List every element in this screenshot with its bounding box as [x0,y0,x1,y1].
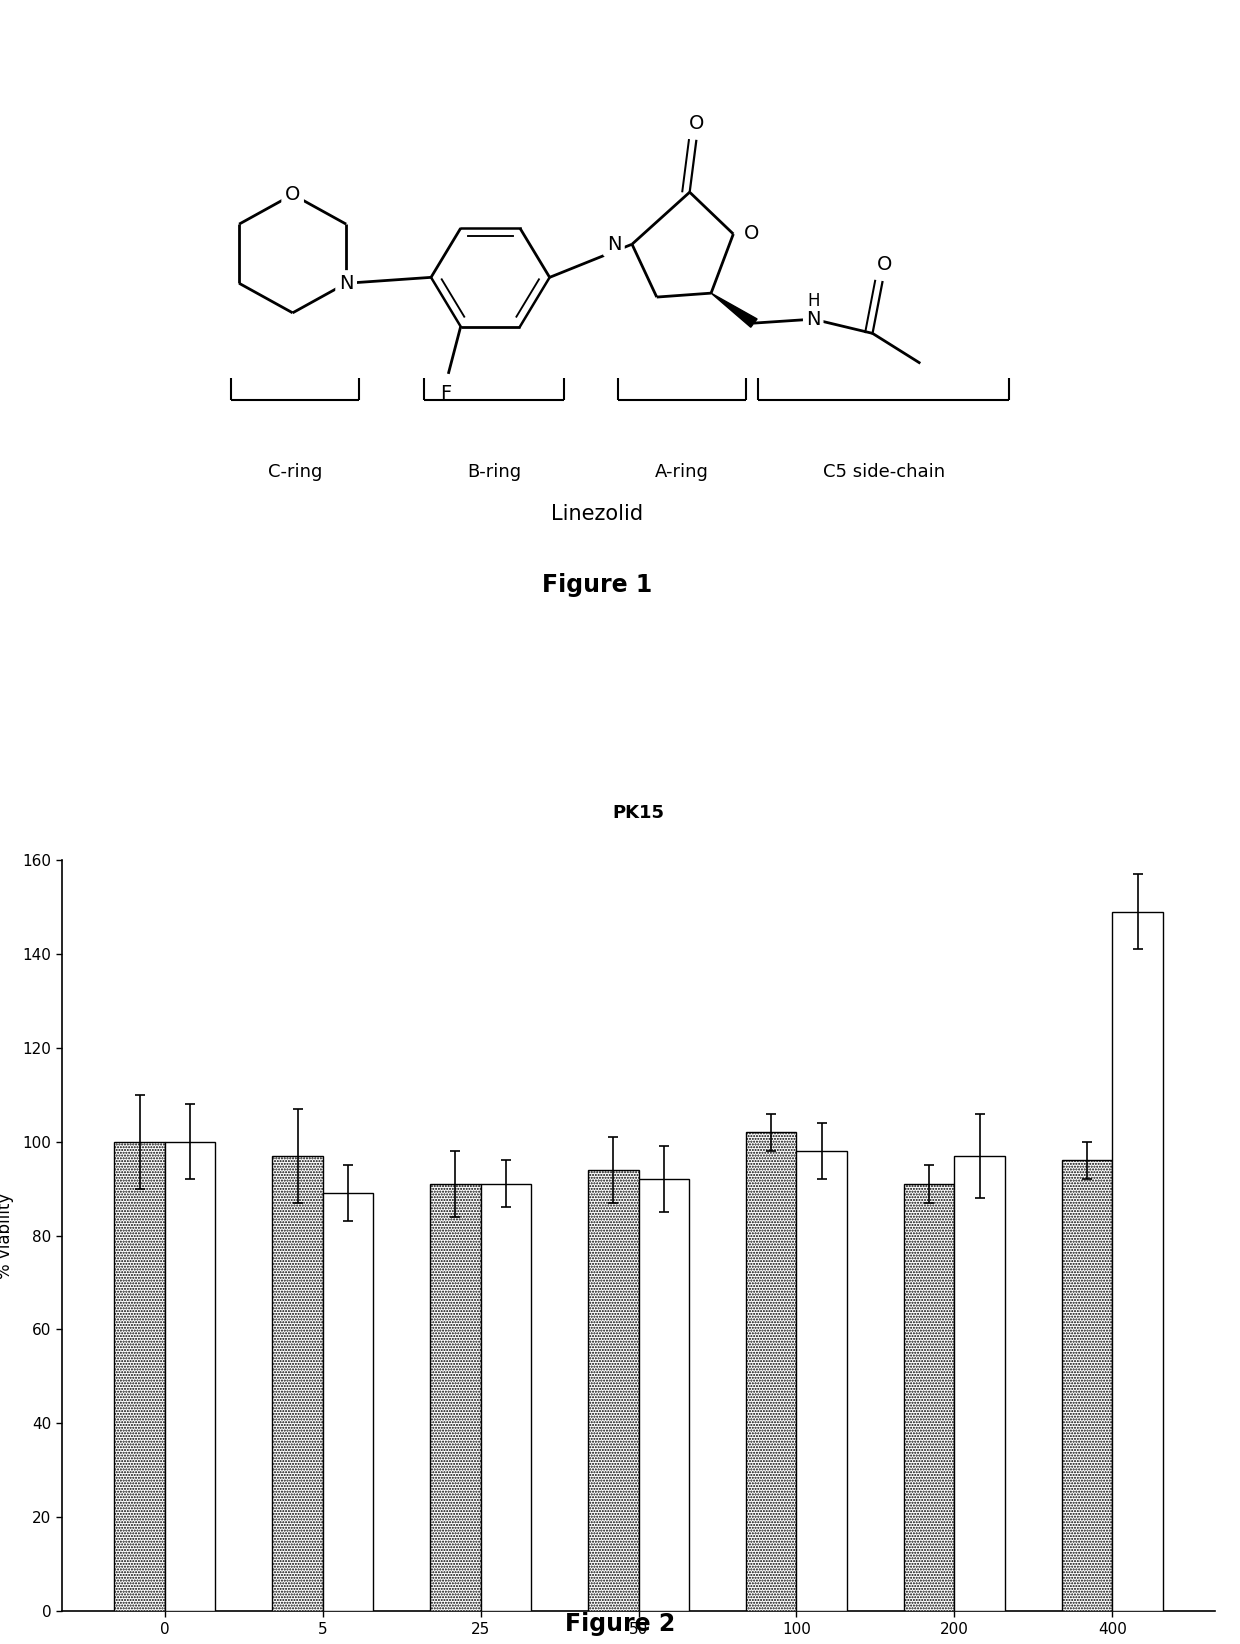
Bar [481,1184,531,1611]
Bar [1061,1161,1112,1611]
Text: H: H [807,293,821,311]
Text: Figure 1: Figure 1 [542,574,652,597]
Bar [430,1184,481,1611]
Title: PK15: PK15 [613,804,665,822]
Text: N: N [339,275,353,293]
Text: O: O [688,113,704,133]
Text: O: O [744,225,759,243]
Text: C-ring: C-ring [268,462,322,480]
Bar [796,1151,847,1611]
Text: N: N [806,309,821,329]
Bar [273,1156,322,1611]
Text: O: O [285,186,300,204]
Text: Linezolid: Linezolid [552,505,644,524]
Y-axis label: % viability: % viability [0,1192,14,1279]
Text: B-ring: B-ring [467,462,522,480]
Bar [746,1133,796,1611]
Text: N: N [606,235,621,253]
Text: C5 side-chain: C5 side-chain [822,462,945,480]
Text: A-ring: A-ring [655,462,709,480]
Bar [322,1194,373,1611]
Bar [955,1156,1004,1611]
Bar [1112,912,1163,1611]
Bar [588,1171,639,1611]
Bar [639,1179,689,1611]
Text: Figure 2: Figure 2 [565,1611,675,1636]
Bar [165,1141,216,1611]
Bar [114,1141,165,1611]
Text: O: O [877,255,892,275]
Text: F: F [440,385,451,403]
Bar [904,1184,955,1611]
Polygon shape [711,293,758,327]
